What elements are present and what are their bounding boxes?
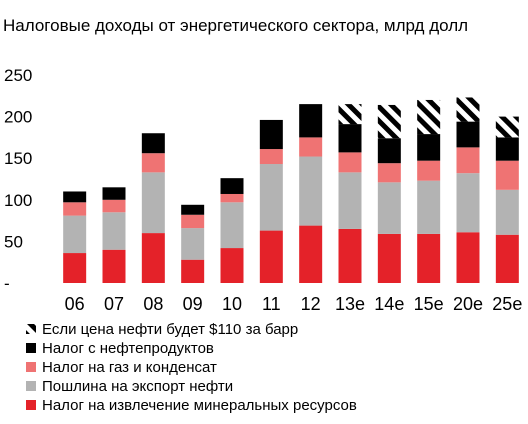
bar-segment-13e-s3	[338, 124, 362, 153]
bar-segment-08-s2	[141, 153, 165, 173]
bar-segment-13e-s4	[338, 104, 362, 125]
bar-segment-11-s0	[259, 230, 283, 283]
bar-segment-12-s0	[299, 225, 323, 283]
bar-segment-25e-s3	[495, 137, 519, 161]
legend-label: Налог на извлечение минеральных ресурсов	[42, 397, 357, 414]
bar-segment-25e-s2	[495, 160, 519, 190]
legend-label: Если цена нефти будет $110 за барр	[42, 321, 298, 338]
bar-segment-11-s1	[259, 164, 283, 231]
bar-segment-07-s0	[102, 249, 126, 283]
y-tick-label: 200	[4, 108, 32, 127]
bar-segment-12-s2	[299, 137, 323, 157]
bar-segment-14e-s0	[377, 233, 401, 283]
bar-segment-20e-s2	[456, 147, 480, 174]
x-tick-label: 25e	[492, 294, 522, 314]
bars-group	[63, 97, 519, 283]
bar-segment-08-s0	[141, 233, 165, 283]
legend-swatch-s1	[26, 381, 36, 391]
bar-segment-12-s1	[299, 156, 323, 226]
x-tick-label: 09	[183, 294, 203, 314]
bar-segment-14e-s2	[377, 163, 401, 183]
bar-segment-06-s2	[63, 202, 87, 216]
legend-swatch-s3	[26, 343, 36, 353]
bar-segment-09-s1	[181, 228, 205, 260]
legend-label: Налог с нефтепродуктов	[42, 340, 214, 357]
legend: Если цена нефти будет $110 за барр Налог …	[26, 321, 357, 414]
bar-segment-20e-s0	[456, 232, 480, 283]
legend-swatch-s0	[26, 400, 36, 410]
bar-segment-20e-s1	[456, 173, 480, 233]
bar-segment-15e-s4	[417, 99, 441, 135]
bar-segment-14e-s3	[377, 138, 401, 164]
bar-segment-12-s3	[299, 104, 323, 138]
bar-segment-08-s3	[141, 133, 165, 154]
bar-segment-07-s2	[102, 199, 126, 213]
legend-label: Пошлина на экспорт нефти	[42, 378, 233, 395]
bar-segment-15e-s2	[417, 160, 441, 181]
bar-segment-10-s2	[220, 193, 244, 203]
y-tick-label: 150	[4, 149, 32, 168]
y-tick-label: 50	[4, 232, 23, 251]
bar-segment-06-s0	[63, 253, 87, 283]
y-tick-label: 250	[4, 66, 32, 85]
bar-segment-25e-s1	[495, 189, 519, 235]
bar-segment-10-s0	[220, 248, 244, 283]
bar-segment-07-s1	[102, 212, 126, 250]
x-tick-label: 11	[262, 294, 281, 314]
bar-segment-10-s1	[220, 202, 244, 249]
legend-swatch-s2	[26, 362, 36, 372]
x-tick-label: 13e	[335, 294, 365, 314]
x-axis: 06 07 08 09 10 11 12 13e 14e 15e 20e 25e	[65, 294, 523, 314]
x-tick-label: 15e	[414, 294, 444, 314]
y-tick-label: -	[4, 274, 10, 293]
bar-segment-15e-s0	[417, 233, 441, 283]
x-tick-label: 14e	[374, 294, 404, 314]
legend-label: Налог на газ и конденсат	[42, 359, 217, 376]
bar-segment-07-s3	[102, 187, 126, 200]
x-tick-label: 06	[65, 294, 85, 314]
bar-segment-06-s3	[63, 191, 87, 203]
x-tick-label: 07	[104, 294, 124, 314]
bar-segment-06-s1	[63, 215, 87, 254]
bar-segment-10-s3	[220, 178, 244, 194]
bar-segment-11-s2	[259, 149, 283, 165]
chart-title: Налоговые доходы от энергетического сект…	[3, 16, 468, 35]
x-tick-label: 10	[222, 294, 242, 314]
bar-segment-09-s0	[181, 259, 205, 283]
bar-segment-13e-s0	[338, 228, 362, 283]
bar-segment-14e-s4	[377, 104, 401, 139]
bar-segment-20e-s3	[456, 121, 480, 148]
bar-segment-14e-s1	[377, 182, 401, 234]
x-tick-label: 12	[301, 294, 321, 314]
bar-segment-13e-s1	[338, 172, 362, 229]
bar-segment-09-s3	[181, 204, 205, 215]
bar-segment-25e-s4	[495, 116, 519, 138]
legend-swatch-s4	[26, 324, 36, 334]
y-tick-label: 100	[4, 191, 32, 210]
x-tick-label: 20e	[453, 294, 483, 314]
bar-segment-15e-s3	[417, 134, 441, 161]
x-tick-label: 08	[143, 294, 163, 314]
bar-segment-20e-s4	[456, 97, 480, 122]
bar-segment-11-s3	[259, 119, 283, 150]
bar-segment-08-s1	[141, 172, 165, 234]
bar-segment-13e-s2	[338, 152, 362, 173]
bar-segment-15e-s1	[417, 180, 441, 234]
bar-segment-25e-s0	[495, 234, 519, 283]
y-axis: - 50 100 150 200 250	[4, 66, 32, 293]
bar-segment-09-s2	[181, 214, 205, 229]
